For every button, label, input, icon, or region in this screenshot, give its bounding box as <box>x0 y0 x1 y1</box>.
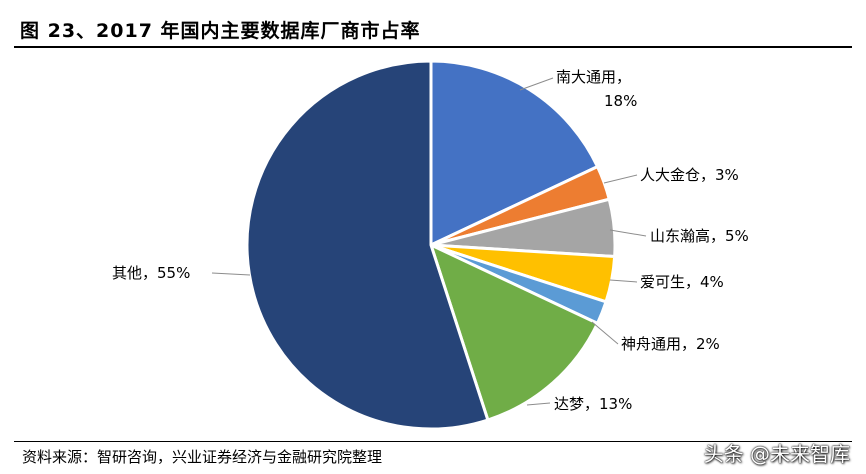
label-other: 其他，55% <box>112 264 190 282</box>
leader-line-4 <box>591 321 619 345</box>
leader-line-3 <box>609 279 638 283</box>
watermark: 头条 @未来智库 <box>703 442 850 466</box>
pie-slices <box>245 59 617 431</box>
leader-line-6 <box>211 272 251 276</box>
source-note: 资料来源：智研咨询，兴业证券经济与金融研究院整理 <box>22 448 383 466</box>
chart-title: 图 23、2017 年国内主要数据库厂商市占率 <box>20 20 421 42</box>
leader-lines <box>211 77 647 406</box>
label-dameng: 达梦，13% <box>554 395 632 413</box>
label-renda: 人大金仓，3% <box>640 166 739 184</box>
label-shandong: 山东瀚高，5% <box>650 227 749 245</box>
label-nanda-value: 18% <box>604 92 637 110</box>
pie-slice-6 <box>245 59 490 431</box>
label-aikesheng: 爱可生，4% <box>640 273 724 291</box>
footer-divider <box>14 441 852 442</box>
title-divider <box>14 46 852 48</box>
leader-line-1 <box>603 174 638 184</box>
label-nanda: 南大通用， <box>556 68 631 86</box>
label-shenzhou: 神舟通用，2% <box>621 335 720 353</box>
leader-line-2 <box>609 229 647 237</box>
pie-slice-0 <box>429 59 599 247</box>
leader-line-0 <box>519 77 554 91</box>
pie-slice-5 <box>429 243 599 422</box>
leader-line-5 <box>526 402 551 406</box>
